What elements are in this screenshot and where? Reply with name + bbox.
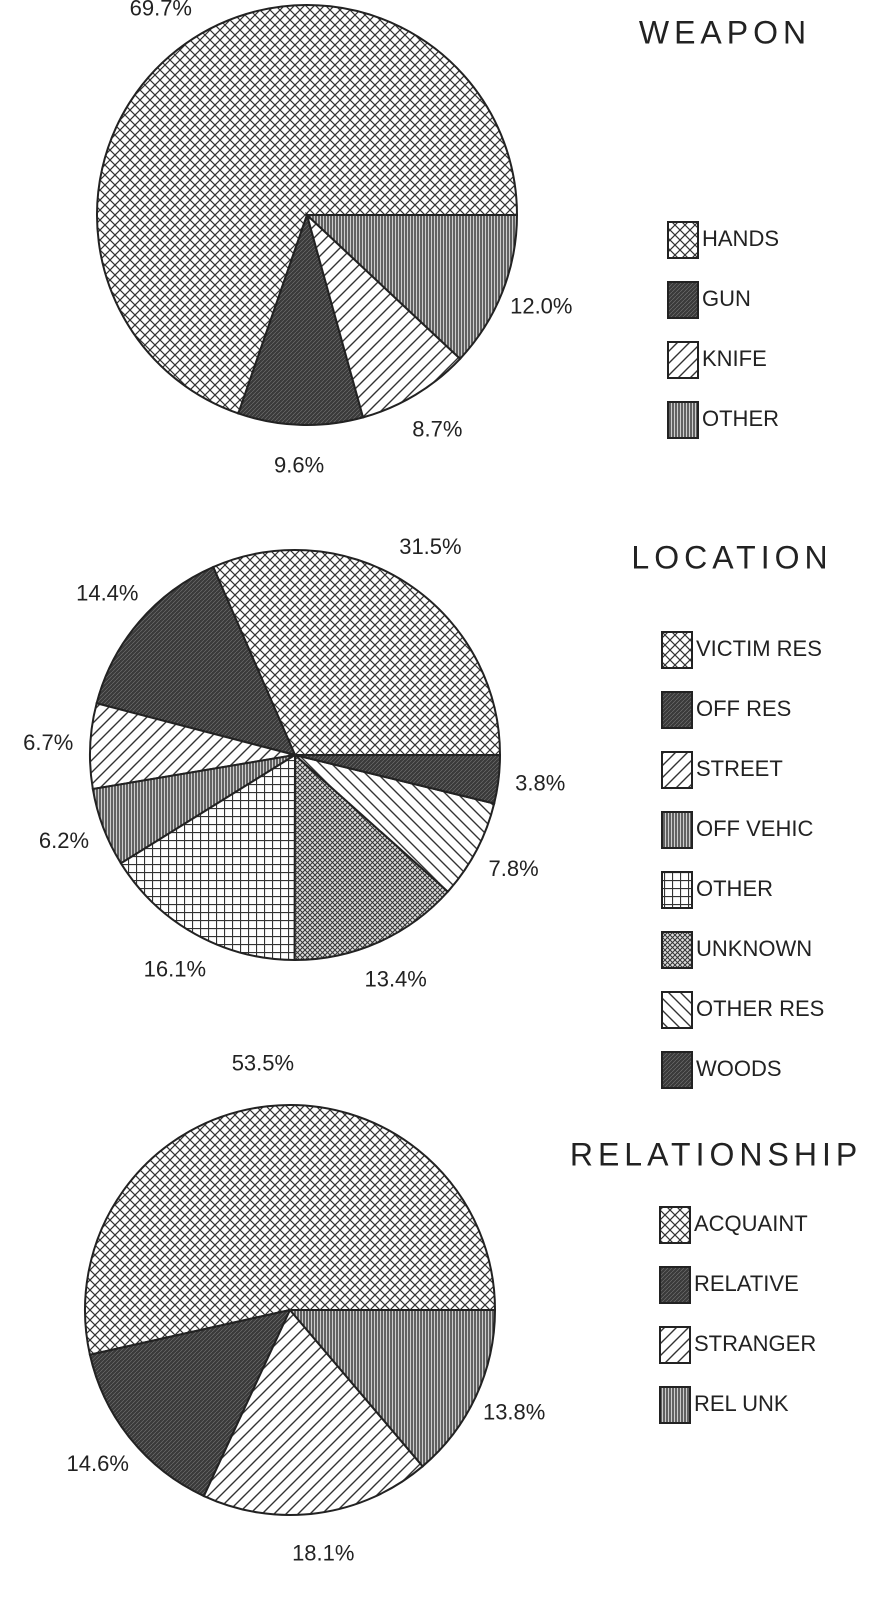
legend-swatch — [667, 401, 699, 439]
data-label: 3.8% — [515, 770, 565, 795]
data-label: 53.5% — [232, 1050, 294, 1075]
legend-swatch — [667, 221, 699, 259]
pie-slice — [96, 4, 519, 415]
legend-swatch — [661, 1051, 693, 1089]
pie-slice — [95, 565, 297, 757]
pie-slice — [305, 211, 462, 419]
legend-swatch — [659, 1206, 691, 1244]
pie-slice — [293, 752, 450, 962]
legend-label: WOODS — [696, 1056, 782, 1081]
pie-slice — [304, 214, 519, 361]
data-label: 13.8% — [483, 1400, 545, 1425]
pie-slice — [88, 1308, 292, 1498]
data-label: 13.4% — [364, 966, 426, 991]
legend-label: GUN — [702, 286, 751, 311]
legend-swatch — [661, 751, 693, 789]
legend-swatch — [661, 691, 693, 729]
legend-label: RELATIVE — [694, 1271, 799, 1296]
legend-swatch — [659, 1326, 691, 1364]
pie-slice — [202, 1308, 425, 1516]
data-label: 18.1% — [292, 1541, 354, 1566]
chart-title: RELATIONSHIP — [570, 1136, 862, 1172]
legend-label: VICTIM RES — [696, 636, 822, 661]
legend-label: OFF VEHIC — [696, 816, 813, 841]
data-label: 12.0% — [510, 294, 572, 319]
pie-slice — [211, 549, 502, 756]
data-label: 9.6% — [274, 453, 324, 478]
chart-title: WEAPON — [639, 14, 811, 50]
legend-swatch — [661, 631, 693, 669]
legend-label: OTHER RES — [696, 996, 824, 1021]
data-label: 14.4% — [76, 580, 138, 605]
data-label: 7.8% — [489, 856, 539, 881]
data-label: 69.7% — [130, 0, 192, 21]
legend-swatch — [659, 1386, 691, 1424]
legend-swatch — [661, 931, 693, 969]
legend-label: KNIFE — [702, 346, 767, 371]
legend-label: OFF RES — [696, 696, 791, 721]
pie-slice — [294, 754, 496, 894]
legend-label: REL UNK — [694, 1391, 789, 1416]
legend-swatch — [661, 871, 693, 909]
data-label: 16.1% — [144, 957, 206, 982]
data-label: 6.2% — [39, 828, 89, 853]
chart-title: LOCATION — [631, 539, 832, 575]
pie-slice — [294, 754, 502, 805]
data-label: 14.6% — [67, 1451, 129, 1476]
legend-swatch — [659, 1266, 691, 1304]
legend-swatch — [661, 811, 693, 849]
data-label: 6.7% — [23, 730, 73, 755]
legend-label: STREET — [696, 756, 783, 781]
legend-label: HANDS — [702, 226, 779, 251]
data-label: 31.5% — [399, 534, 461, 559]
legend-swatch — [661, 991, 693, 1029]
legend-swatch — [667, 281, 699, 319]
legend-label: ACQUAINT — [694, 1211, 808, 1236]
legend-label: UNKNOWN — [696, 936, 812, 961]
pie-slice — [119, 753, 297, 962]
pie-slice — [287, 1309, 497, 1468]
pie-slice — [84, 1104, 497, 1356]
legend-label: STRANGER — [694, 1331, 816, 1356]
legend-label: OTHER — [702, 406, 779, 431]
legend-label: OTHER — [696, 876, 773, 901]
data-label: 8.7% — [412, 417, 462, 442]
legend-swatch — [667, 341, 699, 379]
pie-slice — [237, 211, 365, 426]
